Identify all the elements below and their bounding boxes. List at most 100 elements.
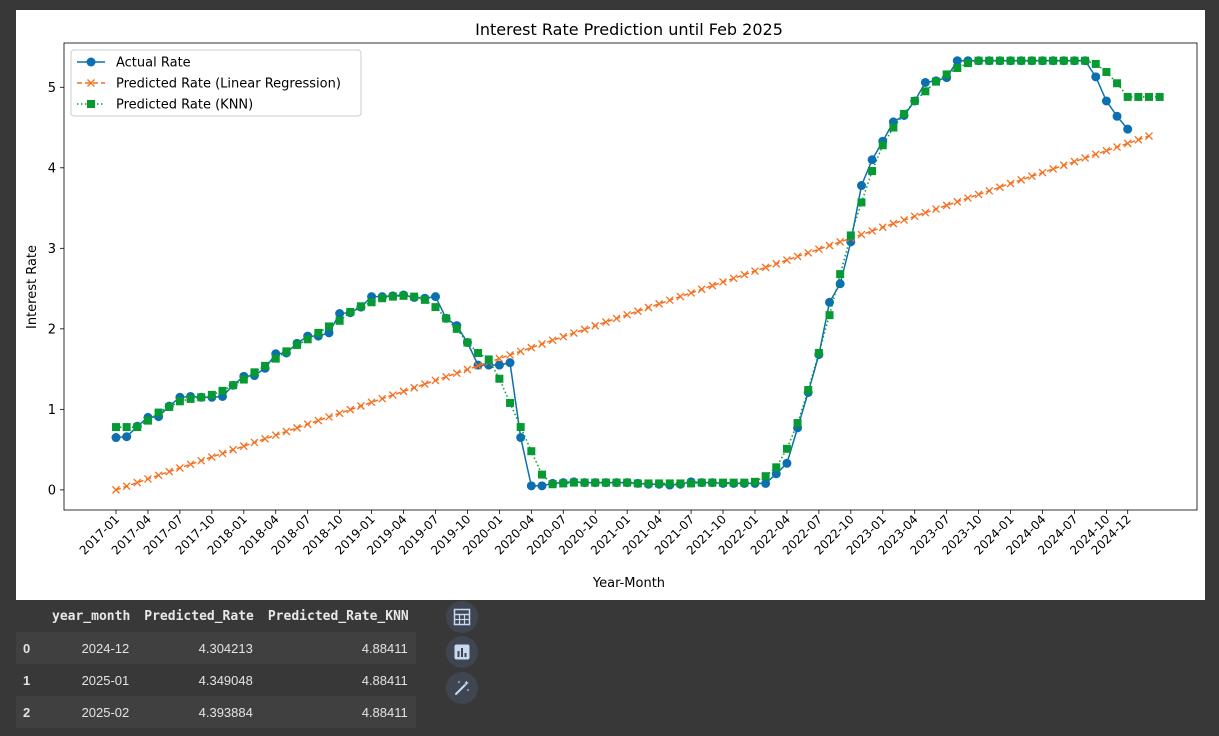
- magic-wand-icon: [455, 680, 470, 695]
- data-point: [932, 77, 941, 86]
- table-row: 1 2025-01 4.349048 4.88411: [16, 664, 416, 696]
- data-point: [410, 292, 419, 301]
- data-point: [86, 57, 96, 67]
- data-point: [655, 299, 664, 308]
- data-point: [793, 419, 802, 428]
- data-point: [740, 478, 749, 487]
- data-point: [1059, 161, 1068, 170]
- chart-legend: Actual Rate Predicted Rate (Linear Regres…: [70, 49, 362, 117]
- data-point: [314, 416, 323, 425]
- suggest-chart-button[interactable]: [446, 636, 478, 668]
- data-point: [324, 328, 334, 338]
- data-point: [165, 467, 174, 476]
- data-point: [559, 479, 568, 488]
- data-point: [420, 380, 429, 389]
- data-point: [665, 479, 674, 488]
- data-point: [112, 423, 120, 432]
- data-point: [856, 181, 866, 191]
- data-point: [122, 482, 131, 491]
- data-point: [527, 447, 536, 456]
- data-point: [601, 318, 610, 327]
- data-point: [1017, 56, 1026, 65]
- row-index: 0: [16, 632, 45, 664]
- table-row: 2 2025-02 4.393884 4.88411: [16, 696, 416, 728]
- data-point: [1123, 139, 1132, 148]
- data-point: [271, 431, 280, 440]
- data-point: [772, 259, 781, 268]
- data-point: [719, 278, 727, 286]
- data-point: [868, 167, 877, 176]
- data-point: [207, 453, 216, 462]
- data-point: [218, 449, 227, 458]
- data-point: [836, 270, 845, 279]
- data-point: [1027, 56, 1036, 65]
- data-point: [920, 77, 930, 87]
- data-point: [591, 321, 600, 330]
- data-point: [526, 481, 536, 491]
- chart-figure: Interest Rate Prediction until Feb 2025 …: [16, 10, 1205, 600]
- data-point: [995, 56, 1004, 65]
- row-index: 2: [16, 696, 45, 728]
- data-point: [1038, 56, 1047, 65]
- data-point: [1101, 96, 1111, 106]
- table-icon: [453, 608, 471, 626]
- data-point: [87, 79, 95, 87]
- data-point: [175, 464, 184, 472]
- data-point: [900, 109, 909, 118]
- data-point: [878, 141, 887, 150]
- data-point: [133, 423, 142, 432]
- index-header: [16, 600, 45, 632]
- series-predicted-rate-linear-regression: [112, 132, 1153, 494]
- data-point: [1091, 72, 1101, 82]
- data-point: [687, 479, 696, 488]
- data-point: [1112, 111, 1122, 121]
- data-point: [1113, 79, 1122, 88]
- series-line: [115, 59, 1129, 487]
- data-point: [186, 394, 195, 403]
- data-point: [335, 409, 344, 418]
- data-point: [474, 348, 483, 357]
- data-point: [974, 190, 983, 199]
- data-point: [282, 427, 291, 436]
- data-point: [729, 478, 738, 487]
- data-point: [708, 478, 717, 487]
- data-point: [293, 340, 302, 349]
- data-point: [782, 256, 791, 265]
- data-point: [143, 474, 152, 483]
- column-header-year-month: year_month: [45, 600, 138, 632]
- data-point: [836, 237, 845, 246]
- data-point: [1017, 175, 1026, 184]
- data-point: [942, 201, 951, 210]
- data-point: [494, 360, 504, 370]
- data-point: [569, 329, 578, 337]
- data-point: [527, 343, 536, 352]
- generate-code-button[interactable]: [446, 672, 478, 704]
- y-tick-label: 1: [48, 403, 56, 418]
- data-point: [612, 314, 621, 323]
- data-point: [410, 383, 419, 392]
- data-point: [719, 478, 728, 487]
- data-point: [399, 291, 408, 300]
- data-point: [708, 281, 717, 290]
- chart-title: Interest Rate Prediction until Feb 2025: [475, 20, 783, 39]
- data-point: [697, 478, 706, 487]
- data-point: [399, 387, 408, 396]
- line-chart: Interest Rate Prediction until Feb 2025 …: [25, 20, 1198, 591]
- data-point: [346, 405, 355, 414]
- cell-predicted-rate-knn: 4.88411: [260, 632, 416, 664]
- convert-to-table-button[interactable]: [446, 601, 478, 633]
- data-point: [952, 56, 962, 66]
- data-point: [506, 350, 514, 359]
- data-point: [729, 274, 738, 283]
- data-point: [143, 416, 152, 425]
- data-point: [878, 223, 887, 232]
- top-bar: [0, 0, 1219, 10]
- data-point: [889, 219, 898, 228]
- cell-year-month: 2025-01: [45, 664, 138, 696]
- data-point: [623, 478, 632, 487]
- data-point: [804, 248, 813, 257]
- data-point: [154, 408, 163, 417]
- data-point: [452, 369, 461, 378]
- legend-label: Predicted Rate (KNN): [116, 98, 253, 113]
- data-point: [282, 347, 291, 356]
